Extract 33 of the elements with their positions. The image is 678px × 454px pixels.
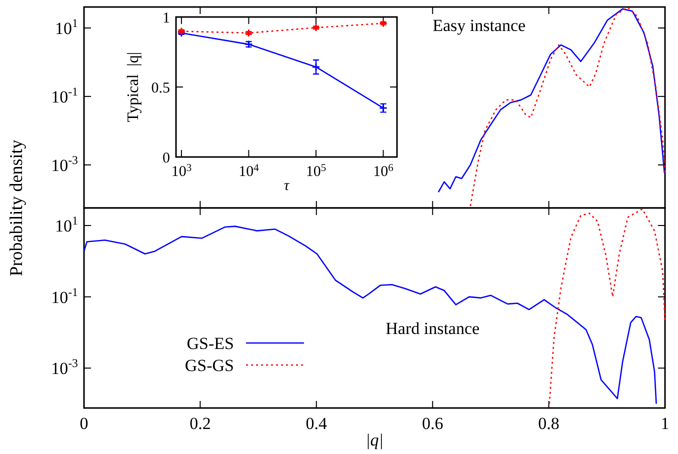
y-axis-title: Typical |q| xyxy=(125,52,142,122)
y-tick-label: 1 xyxy=(162,10,170,26)
x-tick-label: 1 xyxy=(660,414,670,433)
legend-label: GS-GS xyxy=(184,356,234,375)
x-tick-label: 10$^{5}$ xyxy=(306,162,326,180)
line-series xyxy=(470,6,666,207)
y-axis-title: Probability density xyxy=(6,140,26,276)
x-tick-label: 10$^{3}$ xyxy=(171,162,192,180)
line-series xyxy=(83,226,657,404)
point xyxy=(312,62,320,72)
point xyxy=(312,23,320,32)
y-tick-label: 0 xyxy=(162,150,170,166)
x-tick-label: 10$^{6}$ xyxy=(373,162,394,180)
y-tick-label: 10$^{-3}$ xyxy=(51,152,78,175)
y-tick-label: 10$^{-1}$ xyxy=(51,84,78,106)
y-tick-label: 10$^{-3}$ xyxy=(51,356,78,378)
annotation: Easy instance xyxy=(432,16,526,36)
x-axis-title: |q| xyxy=(366,430,384,450)
line-series xyxy=(548,208,666,404)
x-tick-label: 0.4 xyxy=(306,414,328,433)
x-tick-label: 0.2 xyxy=(190,414,211,433)
x-axis-title: τ xyxy=(284,178,290,194)
point xyxy=(379,19,388,28)
x-tick-label: 0.6 xyxy=(422,414,444,433)
y-tick-label: 10$^{-1}$ xyxy=(51,284,78,307)
x-tick-label: 0.8 xyxy=(538,414,560,433)
legend-label: GS-ES xyxy=(186,334,234,353)
y-tick-label: 0.5 xyxy=(151,80,170,96)
y-tick-label: 10$^{1}$ xyxy=(55,213,78,236)
y-tick-label: 10$^{1}$ xyxy=(55,16,78,38)
point xyxy=(244,28,253,38)
annotation: Hard instance xyxy=(386,319,480,338)
x-tick-label: 10$^{4}$ xyxy=(238,162,260,180)
